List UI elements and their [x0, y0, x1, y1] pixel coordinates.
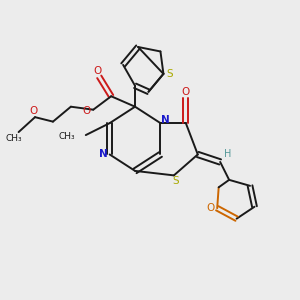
Text: O: O: [182, 87, 190, 97]
Text: N: N: [99, 149, 107, 160]
Text: O: O: [94, 66, 102, 76]
Text: S: S: [172, 176, 179, 186]
Text: N: N: [161, 115, 170, 125]
Text: H: H: [224, 148, 231, 159]
Text: O: O: [82, 106, 91, 116]
Text: CH₃: CH₃: [6, 134, 22, 143]
Text: CH₃: CH₃: [59, 132, 75, 141]
Text: O: O: [206, 203, 215, 213]
Text: O: O: [29, 106, 38, 116]
Text: S: S: [167, 69, 173, 79]
